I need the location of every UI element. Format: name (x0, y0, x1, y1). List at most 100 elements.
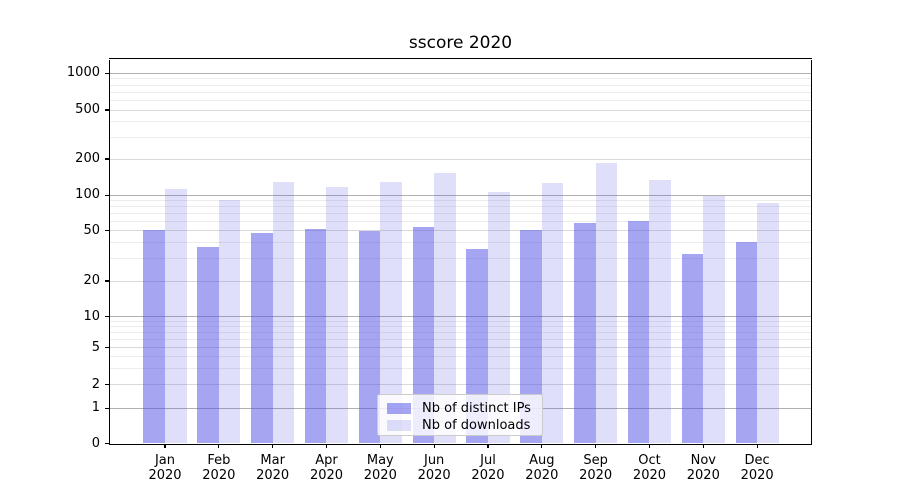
bar-downloads-mar (272, 181, 295, 444)
y-tick (105, 407, 110, 409)
x-tick (433, 444, 435, 449)
plot-spine-right (810, 59, 812, 445)
y-tick-label: 20 (83, 273, 100, 288)
y-tick (105, 346, 110, 349)
bar-downloads-jan (165, 189, 187, 444)
plot-spine-top (108, 58, 812, 60)
x-tick-label: Nov 2020 (686, 453, 720, 483)
gridline-minor (110, 121, 811, 123)
bar-distinct-ips-dec (735, 241, 758, 444)
y-tick-label: 200 (75, 151, 100, 166)
bar-downloads-may (380, 181, 402, 444)
x-tick (648, 444, 651, 449)
bar-distinct-ips-feb (197, 247, 219, 444)
gridline-major (110, 72, 811, 74)
gridline-minor (110, 99, 811, 101)
gridline-minor (110, 84, 811, 86)
y-tick (105, 109, 110, 111)
legend-swatch-downloads (387, 420, 411, 431)
bar-downloads-oct (649, 179, 672, 444)
gridline-minor (110, 338, 811, 340)
x-tick (164, 444, 166, 449)
gridline-major (110, 384, 811, 385)
gridline-minor (110, 136, 811, 138)
x-tick-label: May 2020 (363, 453, 397, 483)
gridline-minor (110, 367, 811, 369)
x-tick-label: Jul 2020 (471, 453, 505, 483)
y-tick-label: 10 (83, 308, 100, 324)
legend-label-distinct-ips: Nb of distinct IPs (422, 401, 531, 416)
y-tick (105, 194, 110, 196)
legend-item-distinct-ips: Nb of distinct IPs (387, 401, 542, 416)
x-tick-label: Sep 2020 (579, 453, 613, 483)
x-tick-label: Jan 2020 (148, 453, 182, 483)
chart-title: sscore 2020 (408, 33, 513, 53)
y-tick-label: 1000 (66, 65, 100, 81)
gridline-major (110, 347, 811, 348)
y-tick-label: 1 (91, 400, 100, 416)
gridline-minor (110, 91, 811, 93)
plot-spine-left (108, 59, 110, 445)
gridline-minor (110, 200, 811, 202)
y-tick-label: 5 (91, 339, 100, 355)
gridline-major (110, 316, 811, 318)
y-tick-label: 2 (91, 376, 100, 392)
gridline-major (110, 158, 811, 160)
gridline-minor (110, 356, 811, 357)
x-tick (325, 444, 328, 449)
gridline-minor (110, 326, 811, 328)
bar-distinct-ips-sep (574, 223, 596, 444)
legend: Nb of distinct IPs Nb of downloads (377, 394, 543, 436)
bar-downloads-jun (434, 173, 456, 444)
bar-distinct-ips-jan (143, 229, 165, 444)
y-tick (105, 72, 110, 74)
bar-distinct-ips-apr (304, 228, 327, 444)
bar-distinct-ips-mar (251, 232, 273, 444)
gridline-minor (110, 78, 811, 80)
bar-downloads-aug (541, 183, 564, 444)
y-tick (105, 158, 110, 160)
plot-spine-bottom (108, 443, 812, 445)
bar-downloads-feb (218, 199, 241, 444)
gridline-major (110, 109, 811, 111)
x-tick-label: Dec 2020 (740, 453, 774, 483)
bar-distinct-ips-oct (627, 220, 650, 444)
gridline-minor (110, 332, 811, 334)
y-tick (105, 230, 110, 232)
x-tick-label: Oct 2020 (632, 453, 667, 483)
x-tick-label: Feb 2020 (202, 453, 236, 483)
legend-item-downloads: Nb of downloads (387, 418, 542, 433)
x-tick (487, 444, 489, 449)
x-tick (272, 444, 274, 449)
bar-downloads-sep (595, 162, 618, 444)
bar-distinct-ips-may (358, 230, 381, 444)
gridline-minor (110, 220, 811, 222)
bar-downloads-apr (326, 187, 349, 444)
gridline-major (110, 280, 811, 282)
y-tick (105, 316, 110, 318)
x-tick (218, 444, 220, 449)
bar-distinct-ips-jun (412, 226, 435, 444)
x-tick-label: Jun 2020 (417, 453, 451, 483)
y-tick-label: 0 (91, 435, 100, 451)
bar-downloads-dec (757, 203, 779, 444)
legend-label-downloads: Nb of downloads (422, 418, 531, 433)
bar-downloads-jul (487, 191, 510, 444)
gridline-minor (110, 242, 811, 244)
x-tick (756, 444, 758, 449)
bar-distinct-ips-aug (520, 229, 542, 444)
x-tick (595, 444, 597, 449)
gridline-minor (110, 258, 811, 260)
x-tick-label: Mar 2020 (256, 453, 290, 483)
y-tick-label: 100 (75, 187, 100, 203)
legend-swatch-distinct-ips (387, 403, 411, 414)
y-tick-label: 500 (75, 102, 100, 117)
gridline-minor (110, 213, 811, 215)
y-tick (105, 280, 110, 282)
y-tick (105, 442, 110, 445)
gridline-major (110, 230, 811, 232)
x-tick (702, 444, 704, 449)
y-tick-label: 50 (83, 222, 100, 238)
bar-distinct-ips-nov (681, 253, 704, 444)
x-tick-label: Apr 2020 (309, 453, 344, 483)
